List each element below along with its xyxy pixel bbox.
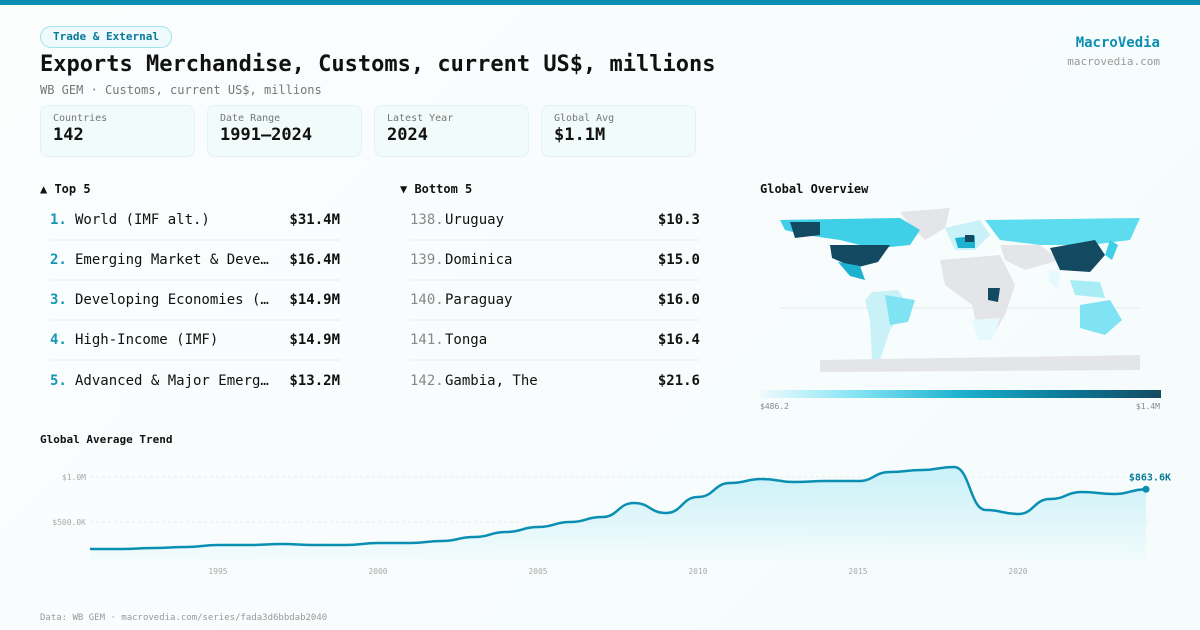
rank: 142. xyxy=(410,373,444,389)
stat-card-date-range: Date Range 1991–2024 xyxy=(207,105,362,157)
value: $16.4M xyxy=(289,252,340,268)
trend-chart[interactable]: $500.0K $1.0M 1995 2000 2005 2010 2015 2020 $… xyxy=(0,455,1200,585)
color-scale-legend xyxy=(760,390,1161,398)
value: $16.0 xyxy=(657,292,700,308)
brazil xyxy=(885,295,915,325)
country-name: Uruguay xyxy=(445,212,505,228)
list-item[interactable]: 3. Developing Economies (… $14.9M xyxy=(50,281,340,321)
country-name: High-Income (IMF) xyxy=(75,332,219,348)
alaska xyxy=(790,222,820,238)
stat-label: Date Range xyxy=(220,113,281,124)
chart-title: Global Average Trend xyxy=(40,433,173,446)
last-point-marker[interactable] xyxy=(1142,485,1150,493)
rank: 2. xyxy=(50,252,67,268)
rank: 1. xyxy=(50,212,67,228)
list-item[interactable]: 1. World (IMF alt.) $31.4M xyxy=(50,201,340,241)
bottom5-list: 138. Uruguay $10.3 139. Dominica $15.0 140. P… xyxy=(410,201,700,401)
country-name: Emerging Market & Deve… xyxy=(75,252,269,268)
rank: 4. xyxy=(50,332,67,348)
brand-url[interactable]: macrovedia.com xyxy=(1067,55,1160,68)
usa xyxy=(830,245,890,268)
stat-card-global-avg: Global Avg $1.1M xyxy=(541,105,696,157)
stat-label: Countries xyxy=(53,113,108,124)
stat-value: 142 xyxy=(53,125,84,145)
mexico xyxy=(838,262,865,280)
stat-value: 1991–2024 xyxy=(220,125,313,145)
legend-max-label: $1.4M xyxy=(1135,402,1160,411)
x-tick-label: 2005 xyxy=(528,567,547,576)
trend-line xyxy=(90,465,1147,551)
value: $16.4 xyxy=(657,332,700,348)
y-tick-label: $1.0M xyxy=(62,473,86,482)
top5-heading: ▲ Top 5 xyxy=(40,182,91,196)
greenland xyxy=(900,208,950,240)
rank: 139. xyxy=(410,252,444,268)
china xyxy=(1050,240,1105,272)
india xyxy=(1048,270,1060,290)
world-map[interactable] xyxy=(760,200,1180,385)
legend-min-label: $486.2 xyxy=(760,402,789,411)
category-badge[interactable]: Trade & External xyxy=(40,26,172,48)
stat-value: $1.1M xyxy=(554,125,606,145)
stat-value: 2024 xyxy=(387,125,428,145)
value: $14.9M xyxy=(289,332,340,348)
country-name: Dominica xyxy=(445,252,513,268)
rank: 141. xyxy=(410,332,444,348)
last-value-label: $863.6K xyxy=(1129,472,1171,483)
central-asia xyxy=(1000,245,1060,270)
bottom5-heading: ▼ Bottom 5 xyxy=(400,182,473,196)
stat-label: Global Avg xyxy=(554,113,615,124)
country-name: Tonga xyxy=(445,332,488,348)
y-tick-label: $500.0K xyxy=(52,518,86,527)
list-item[interactable]: 141. Tonga $16.4 xyxy=(410,321,700,361)
stat-card-latest-year: Latest Year 2024 xyxy=(374,105,529,157)
page-title: Exports Merchandise, Customs, current US… xyxy=(40,52,716,77)
country-name: Developing Economies (… xyxy=(75,292,269,308)
country-name: World (IMF alt.) xyxy=(75,212,210,228)
rank: 5. xyxy=(50,373,67,389)
page-subtitle: WB GEM · Customs, current US$, millions xyxy=(40,83,322,97)
list-item[interactable]: 138. Uruguay $10.3 xyxy=(410,201,700,241)
germany xyxy=(965,235,974,242)
rank: 138. xyxy=(410,212,444,228)
x-tick-label: 2010 xyxy=(688,567,707,576)
list-item[interactable]: 2. Emerging Market & Deve… $16.4M xyxy=(50,241,340,281)
list-item[interactable]: 140. Paraguay $16.0 xyxy=(410,281,700,321)
top-accent-bar xyxy=(0,0,1200,5)
country-name: Gambia, The xyxy=(445,373,538,389)
x-tick-label: 1995 xyxy=(208,567,227,576)
southeast-asia xyxy=(1070,280,1105,298)
list-item[interactable]: 142. Gambia, The $21.6 xyxy=(410,361,700,401)
x-tick-label: 2015 xyxy=(848,567,867,576)
x-tick-label: 2000 xyxy=(368,567,387,576)
value: $21.6 xyxy=(657,373,700,389)
value: $31.4M xyxy=(289,212,340,228)
brand: MacroVedia macrovedia.com xyxy=(1067,35,1160,68)
value: $13.2M xyxy=(289,373,340,389)
antarctica xyxy=(820,355,1140,372)
value: $10.3 xyxy=(657,212,700,228)
top5-list: 1. World (IMF alt.) $31.4M 2. Emerging Mark… xyxy=(50,201,340,401)
country-name: Advanced & Major Emerg… xyxy=(75,373,269,389)
stat-label: Latest Year xyxy=(387,113,454,124)
value: $14.9M xyxy=(289,292,340,308)
list-item[interactable]: 139. Dominica $15.0 xyxy=(410,241,700,281)
stat-card-countries: Countries 142 xyxy=(40,105,195,157)
rank: 3. xyxy=(50,292,67,308)
brand-name[interactable]: MacroVedia xyxy=(1075,35,1160,51)
x-tick-label: 2020 xyxy=(1008,567,1027,576)
trend-area xyxy=(90,467,1146,560)
rank: 140. xyxy=(410,292,444,308)
australia xyxy=(1080,300,1122,335)
southern-africa xyxy=(972,318,1000,340)
map-heading: Global Overview xyxy=(760,182,869,196)
list-item[interactable]: 4. High-Income (IMF) $14.9M xyxy=(50,321,340,361)
russia xyxy=(985,218,1140,245)
value: $15.0 xyxy=(657,252,700,268)
japan xyxy=(1105,240,1118,260)
footer-source: Data: WB GEM · macrovedia.com/series/fad… xyxy=(40,613,328,623)
tanzania xyxy=(988,288,1000,302)
country-name: Paraguay xyxy=(445,292,513,308)
list-item[interactable]: 5. Advanced & Major Emerg… $13.2M xyxy=(50,361,340,401)
